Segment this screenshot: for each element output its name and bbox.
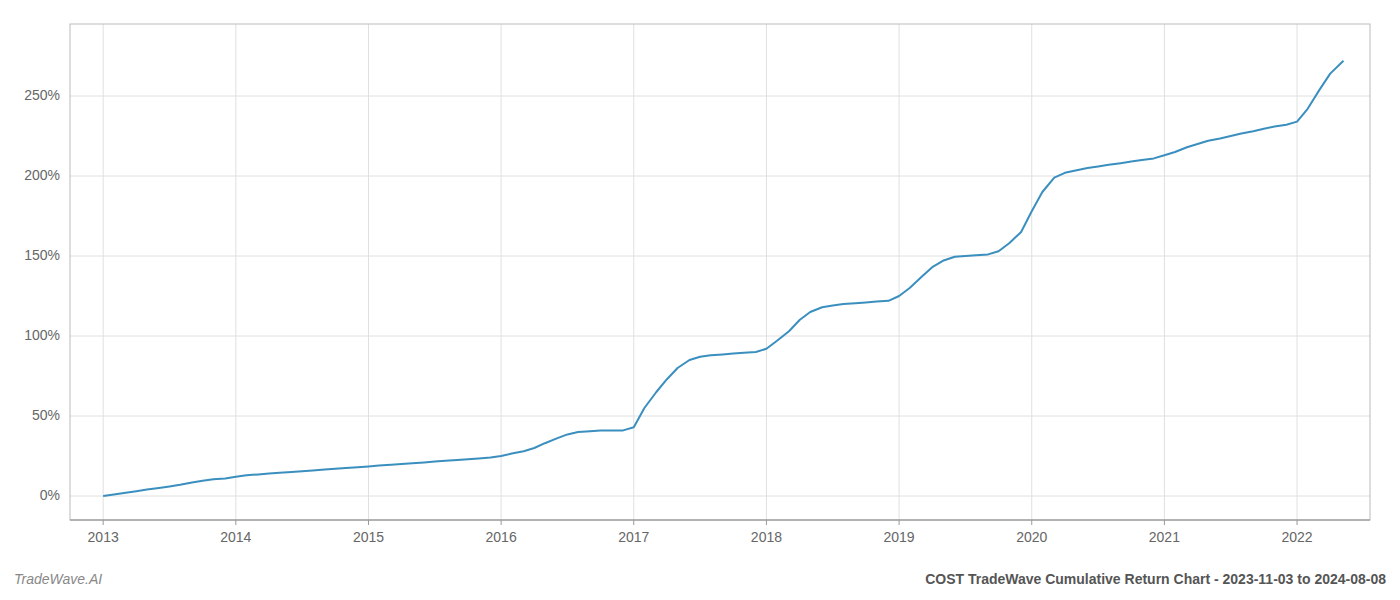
x-tick-label: 2016 <box>486 529 517 545</box>
y-grid-line <box>70 96 1370 97</box>
x-grid-line <box>766 24 767 520</box>
axes: 0% 50% 100% 150% 200% 250% 2013 2014 2015 2016 201… <box>24 24 1370 545</box>
plot-data <box>103 61 1343 496</box>
x-tick-label: 2014 <box>220 529 251 545</box>
y-grid-line <box>70 496 1370 497</box>
x-tick <box>368 520 369 525</box>
x-tick-label: 2017 <box>618 529 649 545</box>
x-grid-line <box>1164 24 1165 520</box>
x-tick-label: 2020 <box>1016 529 1047 545</box>
x-grid-line <box>1297 24 1298 520</box>
x-grid-line <box>235 24 236 520</box>
x-grid-line <box>103 24 104 520</box>
y-tick-label: 100% <box>24 327 60 343</box>
title: COST TradeWave Cumulative Return Chart -… <box>925 571 1386 587</box>
x-tick <box>1297 520 1298 525</box>
y-tick-label: 150% <box>24 247 60 263</box>
x-grid-line <box>633 24 634 520</box>
y-grid-line <box>70 336 1370 337</box>
grid <box>70 24 1370 520</box>
x-tick <box>899 520 900 525</box>
y-tick-label: 0% <box>40 487 60 503</box>
x-tick-label: 2021 <box>1149 529 1180 545</box>
y-tick-label: 200% <box>24 167 60 183</box>
watermark: TradeWave.AI <box>14 571 102 587</box>
x-grid-line <box>899 24 900 520</box>
x-tick-label: 2013 <box>88 529 119 545</box>
x-tick-label: 2019 <box>884 529 915 545</box>
y-grid-line <box>70 416 1370 417</box>
x-grid-line <box>501 24 502 520</box>
plot-frame <box>70 24 1370 520</box>
y-grid-line <box>70 256 1370 257</box>
x-tick-label: 2022 <box>1281 529 1312 545</box>
x-tick <box>766 520 767 525</box>
y-tick-label: 250% <box>24 87 60 103</box>
x-tick <box>235 520 236 525</box>
x-tick <box>501 520 502 525</box>
chart: 0% 50% 100% 150% 200% 250% 2013 2014 2015 2016 201… <box>0 0 1400 600</box>
x-tick-label: 2015 <box>353 529 384 545</box>
x-tick <box>103 520 104 525</box>
x-grid-line <box>368 24 369 520</box>
y-tick-label: 50% <box>32 407 60 423</box>
x-grid-line <box>1031 24 1032 520</box>
y-grid-line <box>70 176 1370 177</box>
x-tick <box>1031 520 1032 525</box>
x-tick <box>633 520 634 525</box>
x-axis-line <box>70 520 1370 521</box>
background <box>0 0 1400 600</box>
x-tick-label: 2018 <box>751 529 782 545</box>
line <box>103 61 1343 496</box>
x-tick <box>1164 520 1165 525</box>
